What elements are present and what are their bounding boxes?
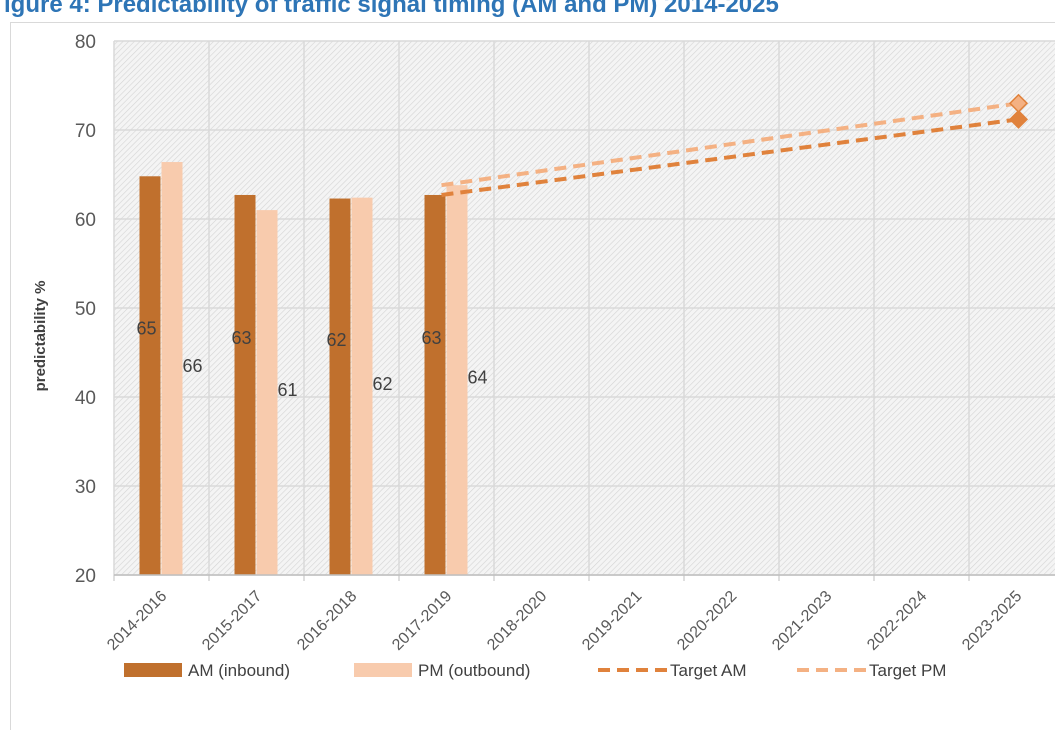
x-tick-label: 2016-2018 — [294, 588, 360, 654]
legend-swatch — [124, 663, 182, 677]
legend-label: AM (inbound) — [188, 661, 290, 680]
target-marker — [1008, 93, 1029, 113]
bar-pm — [351, 197, 373, 575]
y-tick-label: 80 — [75, 32, 96, 53]
x-tick-label: 2017-2019 — [389, 588, 455, 654]
figure-caption-strip: igure 4: Predictability of traffic signa… — [0, 0, 1055, 20]
target-pm-line — [441, 101, 1019, 188]
y-tick-label: 60 — [75, 210, 96, 231]
data-label-pm: 66 — [182, 356, 202, 376]
x-tick-label: 2020-2022 — [674, 588, 740, 654]
x-tick-label: 2022-2024 — [864, 588, 930, 654]
x-tick-label: 2014-2016 — [104, 588, 170, 654]
y-tick-label: 30 — [75, 477, 96, 498]
bar-am — [329, 198, 351, 575]
data-label-pm: 64 — [467, 368, 487, 388]
bar-am — [234, 194, 256, 575]
figure-caption: igure 4: Predictability of traffic signa… — [4, 0, 779, 18]
bars — [139, 162, 468, 576]
legend-swatch — [354, 663, 412, 677]
data-label-pm: 62 — [372, 374, 392, 394]
data-label-am: 63 — [421, 328, 441, 348]
target-marker — [1008, 109, 1029, 129]
target-am-line — [441, 117, 1019, 197]
data-labels: 65 63 62 63 66 61 62 64 — [136, 319, 487, 400]
legend-label: Target PM — [869, 661, 946, 680]
y-tick-label: 40 — [75, 388, 96, 409]
x-tick-label: 2021-2023 — [769, 588, 835, 654]
x-tick-label: 2018-2020 — [484, 588, 550, 654]
bar-pm — [446, 185, 468, 575]
bar-am — [424, 194, 446, 575]
y-tick-label: 20 — [75, 566, 96, 587]
legend: AM (inbound) PM (outbound) Target AM Target… — [124, 661, 946, 680]
data-label-am: 65 — [136, 319, 156, 339]
data-label-am: 63 — [231, 328, 251, 348]
x-tick-label: 2023-2025 — [959, 588, 1025, 654]
legend-label: PM (outbound) — [418, 661, 530, 680]
y-tick-label: 70 — [75, 121, 96, 142]
x-tick-label: 2015-2017 — [199, 588, 265, 654]
data-label-am: 62 — [326, 330, 346, 350]
y-tick-label: 50 — [75, 299, 96, 320]
bar-am — [139, 176, 161, 575]
x-tick-label: 2019-2021 — [579, 588, 645, 654]
data-label-pm: 61 — [277, 380, 297, 400]
target-lines — [441, 93, 1029, 197]
bar-pm — [161, 162, 183, 576]
legend-label: Target AM — [670, 661, 747, 680]
bar-pm — [256, 210, 278, 575]
y-axis-label: predictability % — [32, 281, 49, 392]
